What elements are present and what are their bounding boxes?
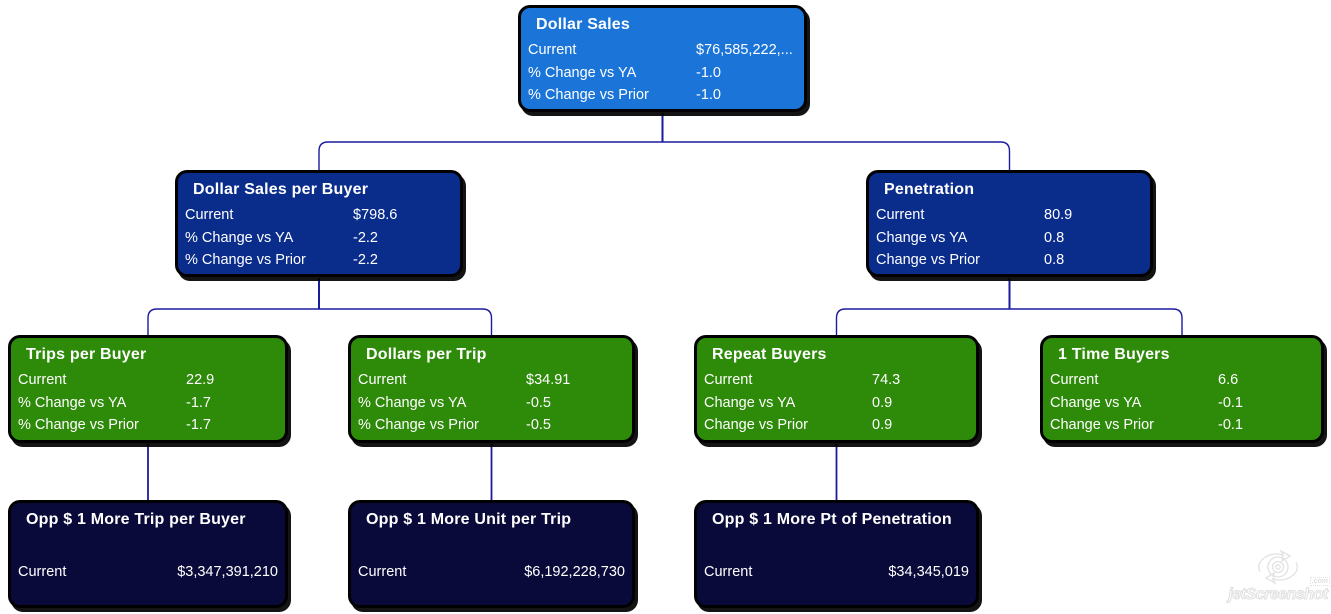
kpi-label: Current bbox=[876, 207, 925, 223]
kpi-value: -2.2 bbox=[353, 252, 378, 268]
kpi-node-1-time-buyers[interactable]: 1 Time Buyers Current 6.6 Change vs YA -… bbox=[1040, 335, 1324, 443]
kpi-label: % Change vs Prior bbox=[358, 417, 479, 433]
kpi-node-dollar-sales[interactable]: Dollar Sales Current $76,585,222,... % C… bbox=[518, 5, 807, 112]
kpi-row: Current $3,347,391,210 bbox=[17, 561, 279, 584]
kpi-value: -0.5 bbox=[526, 417, 551, 433]
kpi-row: Change vs YA 0.8 bbox=[875, 227, 1144, 250]
kpi-label: Change vs Prior bbox=[1050, 417, 1154, 433]
kpi-label: % Change vs YA bbox=[528, 64, 637, 81]
kpi-value: -2.2 bbox=[353, 229, 378, 246]
kpi-node-dollar-sales-per-buyer[interactable]: Dollar Sales per Buyer Current $798.6 % … bbox=[175, 170, 463, 277]
kpi-row: % Change vs Prior -1.7 bbox=[17, 414, 279, 437]
watermark-com-label: .com bbox=[1309, 577, 1330, 586]
jetscreenshot-watermark: .com jetScreenshot bbox=[1226, 548, 1330, 612]
kpi-value: $34,345,019 bbox=[888, 564, 969, 580]
node-title: Dollars per Trip bbox=[366, 346, 487, 363]
kpi-value: $798.6 bbox=[353, 207, 398, 223]
kpi-row: Change vs YA -0.1 bbox=[1049, 392, 1315, 415]
kpi-row: Current 6.6 bbox=[1049, 369, 1315, 392]
kpi-label: Change vs Prior bbox=[704, 417, 808, 433]
kpi-value: 6.6 bbox=[1218, 372, 1239, 388]
kpi-row: Current $6,192,228,730 bbox=[357, 561, 626, 584]
kpi-label: Current bbox=[358, 564, 407, 580]
kpi-label: % Change vs YA bbox=[18, 394, 127, 411]
kpi-label: % Change vs Prior bbox=[185, 252, 306, 268]
kpi-value: -1.0 bbox=[696, 87, 721, 103]
kpi-value: -1.7 bbox=[186, 417, 211, 433]
node-title: Dollar Sales per Buyer bbox=[193, 181, 369, 198]
node-title: Opp $ 1 More Trip per Buyer bbox=[26, 511, 246, 528]
kpi-value: 74.3 bbox=[872, 372, 901, 388]
kpi-node-opp-1-more-trip-per-buyer[interactable]: Opp $ 1 More Trip per Buyer Current $3,3… bbox=[8, 500, 288, 608]
kpi-value: -0.5 bbox=[526, 394, 551, 411]
kpi-row: % Change vs YA -0.5 bbox=[357, 392, 626, 415]
kpi-node-opp-1-more-unit-per-trip[interactable]: Opp $ 1 More Unit per Trip Current $6,19… bbox=[348, 500, 635, 608]
kpi-row: % Change vs Prior -0.5 bbox=[357, 414, 626, 437]
kpi-row: Current $798.6 bbox=[184, 204, 454, 227]
kpi-row: Current 80.9 bbox=[875, 204, 1144, 227]
node-title: Trips per Buyer bbox=[26, 346, 147, 363]
kpi-label: Current bbox=[18, 372, 67, 388]
node-title: Penetration bbox=[884, 181, 975, 198]
node-title: Opp $ 1 More Unit per Trip bbox=[366, 511, 572, 528]
kpi-row: % Change vs Prior -1.0 bbox=[527, 84, 798, 107]
kpi-value: 0.9 bbox=[872, 394, 893, 411]
kpi-value: 0.9 bbox=[872, 417, 893, 433]
kpi-row: % Change vs Prior -2.2 bbox=[184, 249, 454, 272]
kpi-row: % Change vs YA -1.0 bbox=[527, 62, 798, 85]
kpi-label: Current bbox=[528, 42, 577, 58]
kpi-value: -1.7 bbox=[186, 394, 211, 411]
kpi-row: % Change vs YA -2.2 bbox=[184, 227, 454, 250]
kpi-label: % Change vs Prior bbox=[528, 87, 649, 103]
kpi-node-repeat-buyers[interactable]: Repeat Buyers Current 74.3 Change vs YA … bbox=[694, 335, 979, 443]
kpi-row: Current 74.3 bbox=[703, 369, 970, 392]
kpi-node-opp-1-more-pt-of-penetration[interactable]: Opp $ 1 More Pt of Penetration Current $… bbox=[694, 500, 979, 608]
kpi-label: Change vs YA bbox=[1050, 394, 1142, 411]
kpi-label: Change vs YA bbox=[876, 229, 968, 246]
kpi-value: 80.9 bbox=[1044, 207, 1073, 223]
kpi-value: $3,347,391,210 bbox=[177, 564, 278, 580]
kpi-value: $76,585,222,... bbox=[696, 42, 793, 58]
kpi-label: Change vs Prior bbox=[876, 252, 980, 268]
kpi-row: Current $34,345,019 bbox=[703, 561, 970, 584]
kpi-row: Current $76,585,222,... bbox=[527, 39, 798, 62]
kpi-value: $6,192,228,730 bbox=[524, 564, 625, 580]
jetscreenshot-swirl-icon bbox=[1258, 549, 1298, 585]
watermark-text: jetScreenshot bbox=[1228, 586, 1329, 604]
kpi-label: % Change vs YA bbox=[185, 229, 294, 246]
kpi-value: -0.1 bbox=[1218, 394, 1243, 411]
kpi-label: Change vs YA bbox=[704, 394, 796, 411]
node-title: Repeat Buyers bbox=[712, 346, 827, 363]
kpi-node-penetration[interactable]: Penetration Current 80.9 Change vs YA 0.… bbox=[866, 170, 1153, 277]
kpi-value: $34.91 bbox=[526, 372, 571, 388]
node-title: 1 Time Buyers bbox=[1058, 346, 1170, 363]
kpi-value: -1.0 bbox=[696, 64, 721, 81]
kpi-value: 0.8 bbox=[1044, 229, 1065, 246]
kpi-value: 22.9 bbox=[186, 372, 215, 388]
kpi-label: Current bbox=[358, 372, 407, 388]
kpi-row: Change vs Prior 0.9 bbox=[703, 414, 970, 437]
kpi-label: Current bbox=[185, 207, 234, 223]
node-title: Opp $ 1 More Pt of Penetration bbox=[712, 511, 952, 528]
kpi-label: Current bbox=[704, 372, 753, 388]
kpi-label: Current bbox=[1050, 372, 1099, 388]
kpi-label: Current bbox=[18, 564, 67, 580]
kpi-node-dollars-per-trip[interactable]: Dollars per Trip Current $34.91 % Change… bbox=[348, 335, 635, 443]
kpi-label: % Change vs YA bbox=[358, 394, 467, 411]
kpi-node-trips-per-buyer[interactable]: Trips per Buyer Current 22.9 % Change vs… bbox=[8, 335, 288, 443]
kpi-row: Change vs Prior -0.1 bbox=[1049, 414, 1315, 437]
kpi-value: -0.1 bbox=[1218, 417, 1243, 433]
kpi-label: Current bbox=[704, 564, 753, 580]
kpi-row: Change vs YA 0.9 bbox=[703, 392, 970, 415]
kpi-row: % Change vs YA -1.7 bbox=[17, 392, 279, 415]
kpi-label: % Change vs Prior bbox=[18, 417, 139, 433]
kpi-row: Current 22.9 bbox=[17, 369, 279, 392]
kpi-row: Current $34.91 bbox=[357, 369, 626, 392]
kpi-row: Change vs Prior 0.8 bbox=[875, 249, 1144, 272]
kpi-value: 0.8 bbox=[1044, 252, 1065, 268]
node-title: Dollar Sales bbox=[536, 16, 631, 33]
